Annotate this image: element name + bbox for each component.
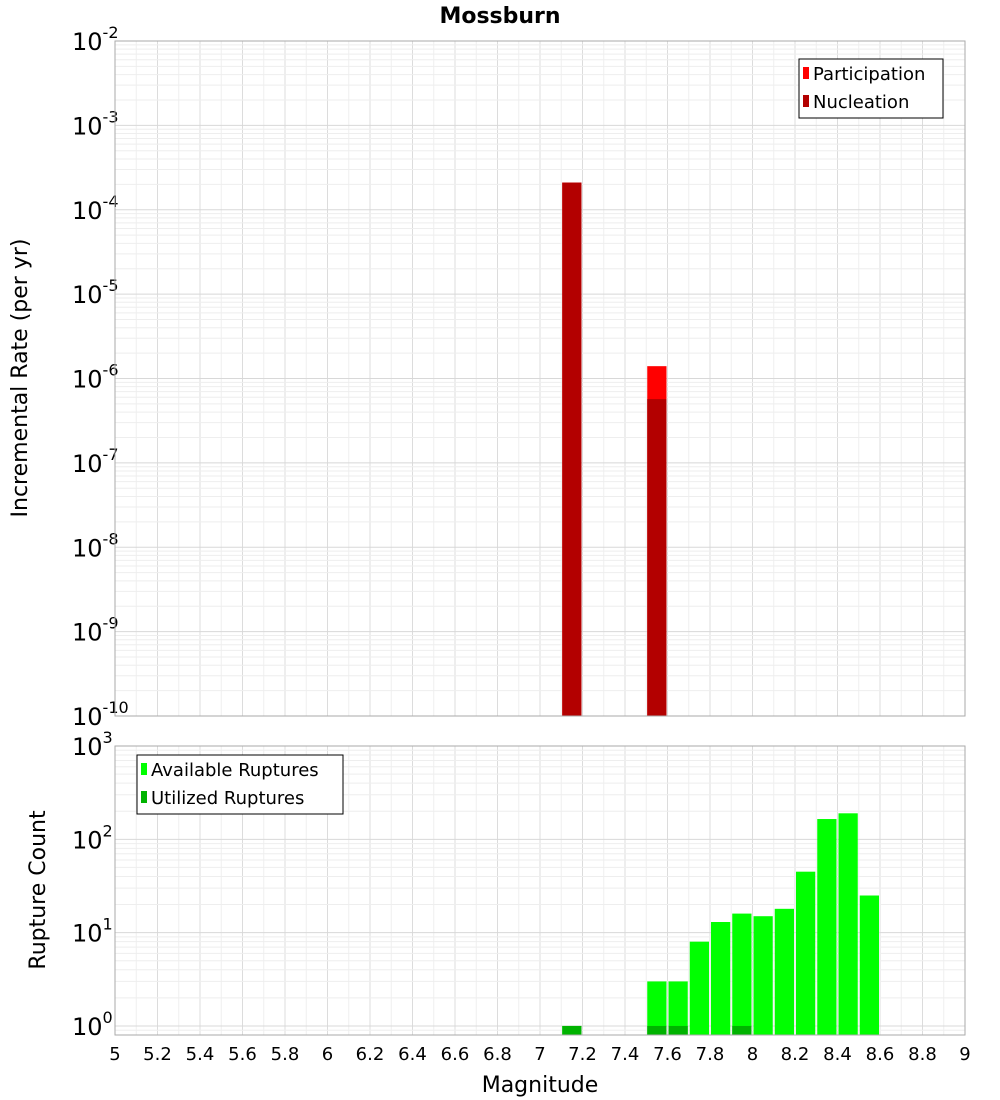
x-tick-label: 8.4 bbox=[823, 1044, 852, 1065]
legend-label: Participation bbox=[813, 64, 925, 85]
y-tick-label: 100 bbox=[72, 1008, 113, 1041]
x-tick-label: 7.2 bbox=[568, 1044, 597, 1065]
bar-available-ruptures bbox=[711, 922, 731, 1035]
legend-box bbox=[798, 58, 944, 119]
top-plot: 10-10 10-9 10-8 10-7 10-6 10-5 10-4 10-3 10-2 Par… bbox=[72, 23, 966, 731]
y-tick-label: 10-9 bbox=[72, 614, 119, 647]
bar-available-ruptures bbox=[689, 941, 709, 1035]
legend-swatch bbox=[141, 763, 147, 775]
bar-available-ruptures bbox=[859, 895, 879, 1035]
legend-label: Available Ruptures bbox=[151, 760, 319, 781]
bottom-bars bbox=[562, 813, 879, 1035]
x-tick-label: 6.6 bbox=[441, 1044, 470, 1065]
x-tick-label: 7.6 bbox=[653, 1044, 682, 1065]
y-tick-label: 10-5 bbox=[72, 276, 119, 309]
x-axis-label: Magnitude bbox=[482, 1073, 599, 1098]
bar-utilized-ruptures bbox=[732, 1025, 752, 1035]
y-tick-label: 10-3 bbox=[72, 107, 119, 140]
top-legend: Participation Nucleation bbox=[798, 58, 944, 119]
x-tick-label: 6.4 bbox=[398, 1044, 427, 1065]
legend-swatch bbox=[141, 791, 147, 803]
bar-available-ruptures bbox=[647, 981, 667, 1035]
x-tick-label: 9 bbox=[959, 1044, 970, 1065]
x-tick-label: 7.8 bbox=[696, 1044, 725, 1065]
chart-title: Mossburn bbox=[439, 4, 560, 29]
bar-available-ruptures bbox=[774, 908, 794, 1035]
bar-available-ruptures bbox=[817, 819, 837, 1035]
bottom-legend: Available Ruptures Utilized Ruptures bbox=[136, 754, 344, 815]
top-bars bbox=[562, 182, 667, 716]
x-axis: 5 5.2 5.4 5.6 5.8 6 6.2 6.4 6.6 6.8 7 7.2 7.4 7.6 7.8 8… bbox=[109, 1044, 970, 1065]
x-tick-label: 5.2 bbox=[143, 1044, 172, 1065]
bar-available-ruptures bbox=[796, 871, 816, 1035]
x-tick-label: 6.2 bbox=[356, 1044, 385, 1065]
legend-label: Utilized Ruptures bbox=[151, 788, 304, 809]
y-tick-label: 10-4 bbox=[72, 192, 119, 225]
legend-label: Nucleation bbox=[813, 92, 909, 113]
x-tick-label: 7.4 bbox=[611, 1044, 640, 1065]
bar-utilized-ruptures bbox=[668, 1025, 688, 1035]
y-tick-label: 10-8 bbox=[72, 529, 119, 562]
y-tick-label: 10-2 bbox=[72, 23, 119, 56]
x-tick-label: 6 bbox=[322, 1044, 333, 1065]
y-tick-label: 10-7 bbox=[72, 445, 119, 478]
top-y-axis-label: Incremental Rate (per yr) bbox=[8, 239, 33, 518]
bottom-y-ticks: 100 101 102 103 bbox=[72, 728, 113, 1041]
bar-available-ruptures bbox=[838, 813, 858, 1035]
bar-nucleation bbox=[562, 182, 582, 716]
x-tick-label: 8.8 bbox=[908, 1044, 937, 1065]
bar-utilized-ruptures bbox=[562, 1025, 582, 1035]
bar-nucleation bbox=[647, 399, 667, 716]
bottom-plot-frame bbox=[114, 745, 966, 1036]
top-gridlines bbox=[114, 40, 966, 717]
bottom-y-axis-label: Rupture Count bbox=[26, 810, 51, 970]
x-tick-label: 7 bbox=[534, 1044, 545, 1065]
x-tick-label: 8.6 bbox=[866, 1044, 895, 1065]
x-tick-label: 5.8 bbox=[271, 1044, 300, 1065]
x-tick-label: 6.8 bbox=[483, 1044, 512, 1065]
y-tick-label: 10-6 bbox=[72, 361, 119, 394]
y-tick-label: 101 bbox=[72, 915, 113, 948]
bottom-plot: 100 101 102 103 Available Ruptures Utilized R… bbox=[72, 728, 966, 1041]
y-tick-label: 102 bbox=[72, 821, 113, 854]
legend-swatch bbox=[803, 95, 809, 107]
legend-box bbox=[136, 754, 344, 815]
y-tick-label: 10-10 bbox=[72, 698, 129, 731]
y-tick-label: 103 bbox=[72, 728, 113, 761]
x-tick-label: 5 bbox=[109, 1044, 120, 1065]
x-tick-label: 5.4 bbox=[186, 1044, 215, 1065]
x-tick-label: 8.2 bbox=[781, 1044, 810, 1065]
x-tick-label: 8 bbox=[747, 1044, 758, 1065]
bar-available-ruptures bbox=[753, 916, 773, 1035]
legend-swatch bbox=[803, 67, 809, 79]
bar-available-ruptures bbox=[732, 913, 752, 1035]
bar-available-ruptures bbox=[668, 981, 688, 1035]
top-plot-frame bbox=[114, 40, 966, 717]
x-tick-label: 5.6 bbox=[228, 1044, 257, 1065]
bar-utilized-ruptures bbox=[647, 1025, 667, 1035]
